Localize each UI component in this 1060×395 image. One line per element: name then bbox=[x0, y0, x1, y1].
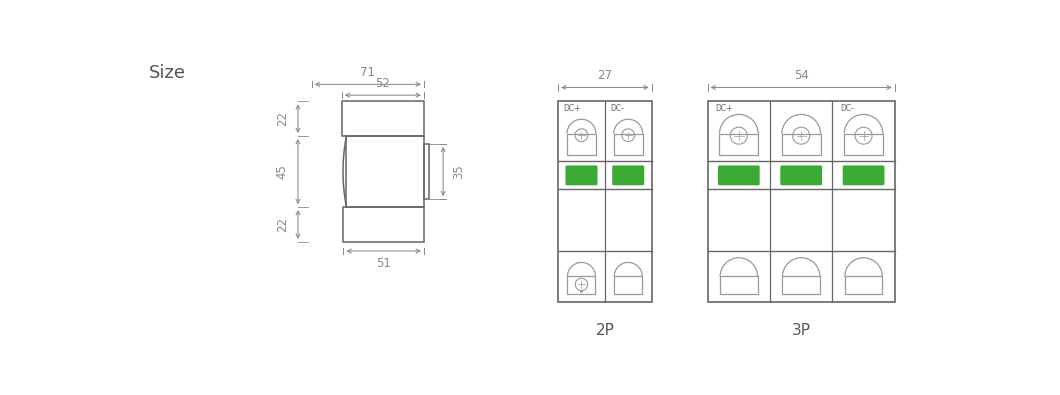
Text: Size: Size bbox=[149, 64, 185, 82]
FancyBboxPatch shape bbox=[718, 166, 760, 185]
Bar bbox=[782, 134, 820, 155]
FancyBboxPatch shape bbox=[613, 166, 644, 185]
Bar bbox=[782, 276, 820, 295]
Text: 27: 27 bbox=[598, 69, 613, 82]
Text: DC+: DC+ bbox=[564, 103, 581, 113]
Text: 51: 51 bbox=[376, 257, 391, 270]
Text: 54: 54 bbox=[794, 69, 809, 82]
Bar bbox=[845, 276, 882, 295]
FancyBboxPatch shape bbox=[843, 166, 884, 185]
Bar bbox=[720, 276, 758, 295]
Bar bbox=[844, 134, 883, 155]
Text: 35: 35 bbox=[453, 164, 465, 179]
Bar bbox=[720, 134, 758, 155]
Bar bbox=[424, 144, 429, 199]
Bar bbox=[614, 276, 642, 295]
Bar bbox=[567, 134, 596, 155]
Circle shape bbox=[580, 290, 583, 293]
Bar bbox=[567, 276, 596, 295]
Bar bbox=[347, 136, 424, 207]
Bar bbox=[343, 207, 424, 242]
Text: 2P: 2P bbox=[596, 323, 615, 338]
Text: 22: 22 bbox=[276, 217, 288, 232]
Bar bbox=[341, 101, 424, 136]
Text: DC-: DC- bbox=[840, 103, 853, 113]
FancyBboxPatch shape bbox=[780, 166, 823, 185]
Text: DC+: DC+ bbox=[716, 103, 732, 113]
Text: DC-: DC- bbox=[611, 103, 624, 113]
Text: 71: 71 bbox=[360, 66, 375, 79]
FancyBboxPatch shape bbox=[565, 166, 598, 185]
Text: 22: 22 bbox=[276, 111, 288, 126]
Bar bbox=[558, 101, 652, 301]
Text: 45: 45 bbox=[276, 164, 288, 179]
Bar bbox=[614, 134, 642, 155]
Text: 3P: 3P bbox=[792, 323, 811, 338]
Text: 52: 52 bbox=[375, 77, 390, 90]
Bar bbox=[708, 101, 895, 301]
